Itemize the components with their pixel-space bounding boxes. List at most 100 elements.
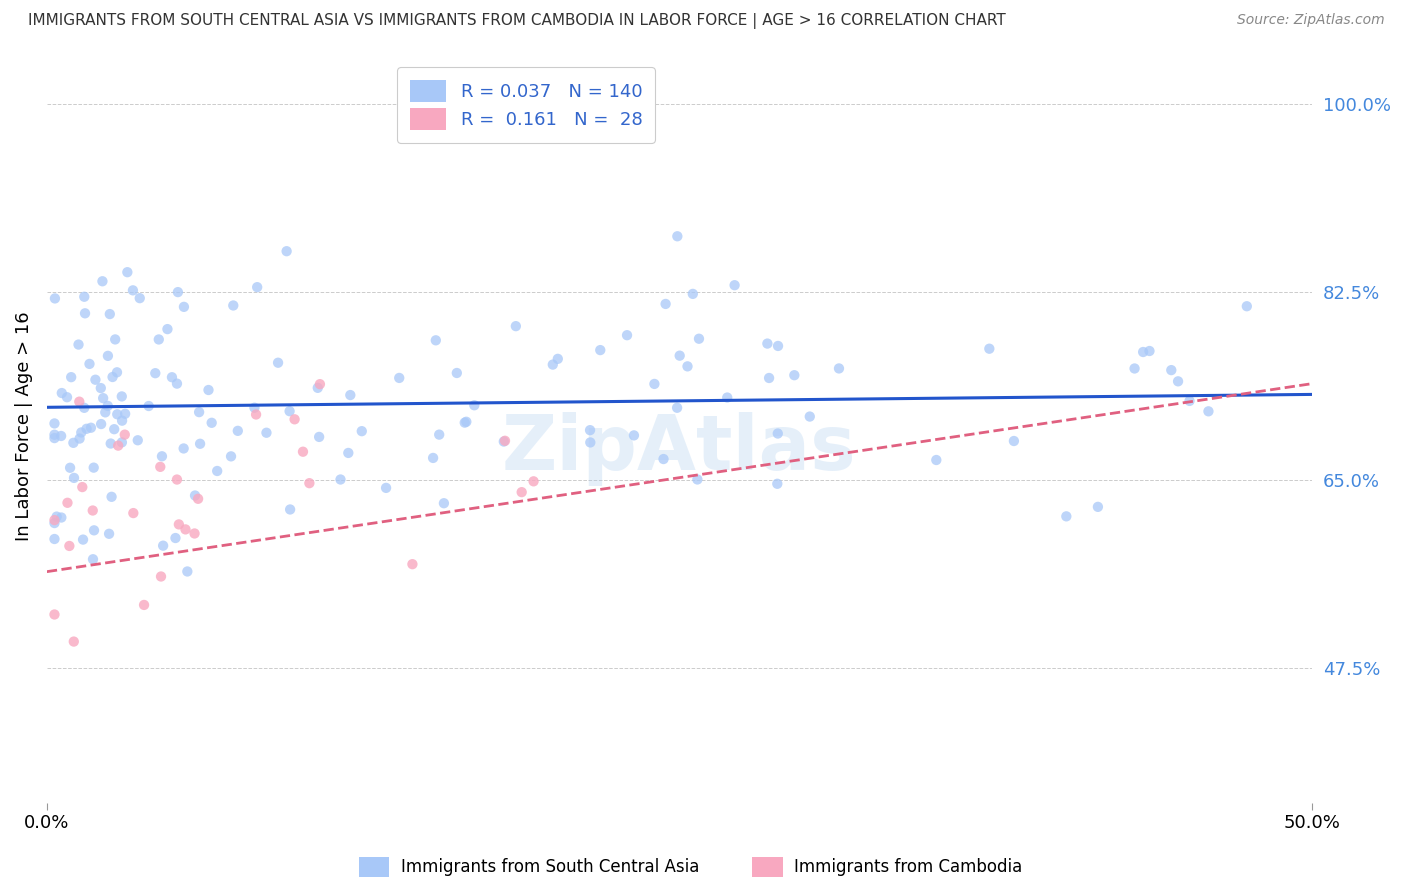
- Point: [201, 416, 224, 430]
- Point: [167, 517, 190, 532]
- Point: [56, 496, 79, 510]
- Point: [62, 634, 84, 648]
- Point: [267, 356, 290, 370]
- Point: [308, 430, 330, 444]
- Point: [1160, 363, 1182, 377]
- Point: [105, 365, 128, 379]
- Point: [350, 424, 373, 438]
- Point: [143, 366, 166, 380]
- Point: [98, 307, 121, 321]
- Point: [187, 491, 209, 506]
- Point: [127, 434, 149, 448]
- Text: Source: ZipAtlas.com: Source: ZipAtlas.com: [1237, 13, 1385, 28]
- Point: [44, 607, 66, 622]
- Point: [167, 285, 190, 299]
- Point: [83, 460, 105, 475]
- Point: [547, 351, 569, 366]
- Point: [427, 427, 450, 442]
- Point: [45, 509, 67, 524]
- Point: [688, 332, 710, 346]
- Point: [51, 386, 73, 401]
- Point: [63, 471, 86, 485]
- Point: [73, 290, 96, 304]
- Point: [70, 425, 93, 440]
- Point: [494, 434, 516, 448]
- Point: [589, 343, 612, 357]
- Point: [56, 390, 79, 404]
- Point: [60, 370, 83, 384]
- Point: [72, 480, 94, 494]
- Point: [766, 426, 789, 441]
- Point: [150, 569, 173, 583]
- Point: [83, 524, 105, 538]
- Point: [1054, 509, 1077, 524]
- Point: [100, 436, 122, 450]
- Point: [652, 452, 675, 467]
- Point: [44, 417, 66, 431]
- Point: [82, 503, 104, 517]
- Point: [67, 337, 90, 351]
- Point: [59, 460, 82, 475]
- Point: [425, 334, 447, 348]
- Point: [117, 265, 139, 279]
- Point: [90, 381, 112, 395]
- Point: [111, 389, 134, 403]
- Point: [783, 368, 806, 383]
- Point: [454, 416, 477, 430]
- Point: [69, 432, 91, 446]
- Point: [309, 377, 332, 392]
- Point: [979, 342, 1001, 356]
- Point: [73, 401, 96, 415]
- Point: [58, 539, 80, 553]
- Point: [44, 513, 66, 527]
- Point: [278, 502, 301, 516]
- Point: [337, 446, 360, 460]
- Point: [107, 439, 129, 453]
- Point: [505, 319, 527, 334]
- Point: [246, 280, 269, 294]
- Point: [94, 405, 117, 419]
- Point: [62, 435, 84, 450]
- Point: [686, 473, 709, 487]
- Point: [104, 333, 127, 347]
- Point: [666, 401, 689, 415]
- Point: [1087, 500, 1109, 514]
- Point: [132, 598, 155, 612]
- Point: [766, 339, 789, 353]
- Point: [76, 422, 98, 436]
- Text: Immigrants from Cambodia: Immigrants from Cambodia: [794, 858, 1022, 876]
- Point: [105, 407, 128, 421]
- Point: [97, 399, 120, 413]
- Point: [160, 370, 183, 384]
- Text: IMMIGRANTS FROM SOUTH CENTRAL ASIA VS IMMIGRANTS FROM CAMBODIA IN LABOR FORCE | : IMMIGRANTS FROM SOUTH CENTRAL ASIA VS IM…: [28, 13, 1005, 29]
- Point: [1123, 361, 1146, 376]
- Point: [666, 229, 689, 244]
- Point: [90, 417, 112, 431]
- Point: [205, 464, 228, 478]
- Point: [173, 300, 195, 314]
- Point: [166, 376, 188, 391]
- Point: [100, 490, 122, 504]
- Point: [643, 376, 665, 391]
- Point: [1002, 434, 1025, 448]
- Point: [73, 306, 96, 320]
- Point: [1197, 404, 1219, 418]
- Point: [103, 422, 125, 436]
- Point: [446, 366, 468, 380]
- Point: [176, 565, 198, 579]
- Point: [307, 381, 329, 395]
- Point: [925, 453, 948, 467]
- Point: [44, 532, 66, 546]
- Point: [422, 450, 444, 465]
- Point: [579, 423, 602, 437]
- Point: [291, 444, 314, 458]
- Text: ZipAtlas: ZipAtlas: [502, 412, 856, 486]
- Point: [148, 333, 170, 347]
- Point: [522, 475, 544, 489]
- Point: [375, 481, 398, 495]
- Point: [183, 526, 205, 541]
- Y-axis label: In Labor Force | Age > 16: In Labor Force | Age > 16: [15, 312, 32, 541]
- Point: [156, 322, 179, 336]
- Point: [676, 359, 699, 374]
- Point: [339, 388, 361, 402]
